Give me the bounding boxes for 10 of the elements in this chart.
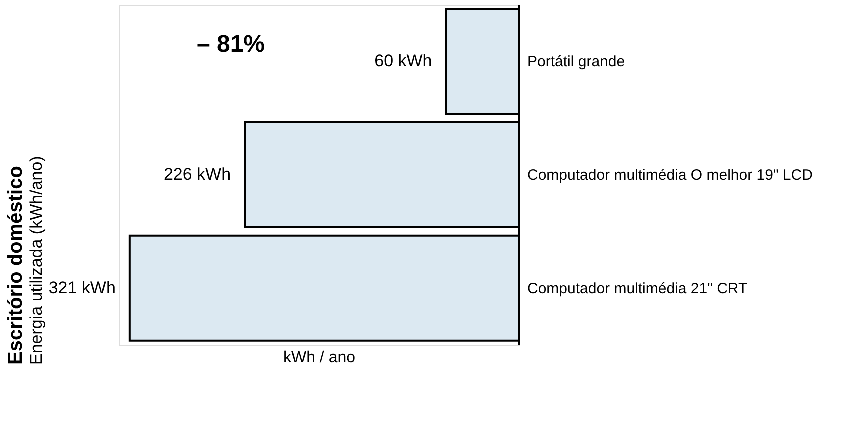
y-tick-label: Portátil grande: [528, 54, 626, 71]
y-tick-label: Computador multimédia O melhor 19" LCD: [528, 167, 814, 184]
text: Escritório doméstico: [4, 166, 27, 365]
x-axis-title: kWh / ano: [283, 350, 356, 366]
y-tick-label: Computador multimédia 21" CRT: [528, 280, 748, 298]
annotation: – 81%: [196, 31, 266, 58]
data-label: 60 kWh: [374, 52, 432, 71]
data-label: 226 kWh: [164, 165, 232, 184]
data-label: 321 kWh: [48, 278, 116, 298]
text: Energia utilizada (kWh/ano): [26, 156, 46, 365]
